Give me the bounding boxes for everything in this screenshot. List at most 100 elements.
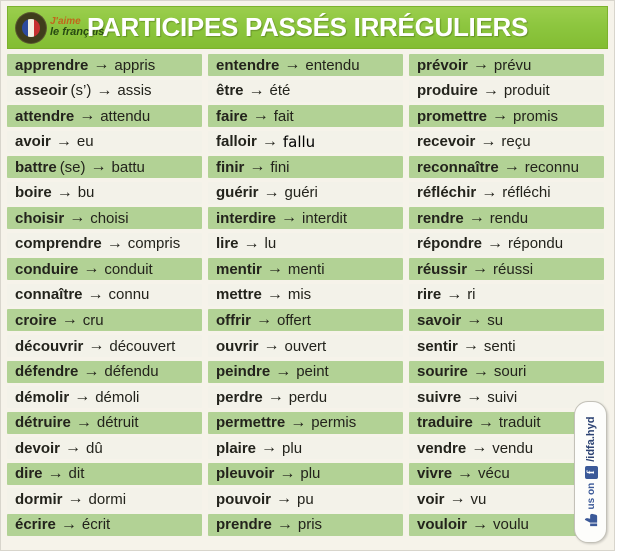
infinitive: boire [15,184,52,202]
verb-cell: vivre → vécu [409,462,604,485]
arrow-icon: → [281,209,298,227]
infinitive: ouvrir [216,337,259,355]
verb-cell: prendre → pris [208,513,403,536]
arrow-icon: → [279,464,296,482]
infinitive: sourire [417,363,468,381]
past-participle: fait [273,107,294,125]
table-row: devoir → dû plaire → plu vendre → vendu [7,437,604,460]
past-participle: détruit [96,414,139,432]
past-participle: réfléchi [502,184,551,202]
verb-cell: plaire → plu [208,437,403,460]
verb-cell: rire → ri [409,283,604,306]
arrow-icon: → [83,260,100,278]
verb-cell: battre (se) → battu [7,156,202,179]
arrow-icon: → [263,183,280,201]
past-participle: traduit [498,414,541,432]
past-participle: pris [297,516,323,534]
table-row: comprendre → compris lire → lu répondre → répond… [7,232,604,255]
past-participle: suivi [487,388,518,406]
infinitive: faire [216,107,248,125]
verb-cell: boire → bu [7,181,202,204]
infinitive: traduire [417,414,473,432]
infinitive: entendre [216,56,280,74]
infinitive: conduire [15,260,79,278]
arrow-icon: → [106,234,123,252]
infinitive: savoir [417,311,462,329]
table-row: battre (se) → battu finir → fini reconnaître → re… [7,156,604,179]
verb-cell: falloir → fallu [208,130,403,153]
arrow-icon: → [90,158,107,176]
past-participle: écrit [81,516,111,534]
facebook-badge[interactable]: us on f /idfa.hyd [574,401,607,543]
verb-cell: apprendre → appris [7,54,202,76]
past-participle: guéri [284,184,318,202]
infinitive: peindre [216,363,271,381]
arrow-icon: → [47,464,64,482]
past-participle: offert [277,311,311,329]
verb-cell: produire → produit [409,79,604,102]
arrow-icon: → [290,413,307,431]
table-row: découvrir → découvert ouvrir → ouvert sentir → s… [7,335,604,358]
infinitive: dormir [15,490,63,508]
infinitive: battre [15,158,57,176]
past-participle: démoli [95,388,140,406]
past-participle: dormi [88,490,127,508]
verb-cell: croire → cru [7,309,202,332]
arrow-icon: → [284,56,301,73]
infinitive: perdre [216,388,263,406]
logo-emblem-icon [16,13,46,43]
arrow-icon: → [88,337,105,355]
past-participle: plu [300,465,321,483]
past-participle: ri [467,286,476,304]
infinitive: prendre [216,516,272,534]
table-row: asseoir (s’) → assis être → été produire → produi… [7,79,604,102]
past-participle: dû [86,439,103,457]
infinitive: réfléchir [417,184,477,202]
arrow-icon: → [480,132,497,150]
verb-cell: comprendre → compris [7,232,202,255]
arrow-icon: → [74,388,91,406]
arrow-icon: → [261,439,278,457]
infinitive: rendre [417,209,464,227]
table-row: choisir → choisi interdire → interdit rendre → r… [7,207,604,230]
infinitive: suivre [417,388,462,406]
past-participle: connu [108,286,150,304]
infinitive: répondre [417,235,483,253]
verb-cell: prévoir → prévu [409,54,604,76]
verb-cell: pouvoir → pu [208,488,403,511]
verb-cell: vouloir → voulu [409,513,604,536]
arrow-icon: → [468,209,485,227]
infinitive: reconnaître [417,158,499,176]
arrow-icon: → [261,132,278,150]
verb-cell: découvrir → découvert [7,335,202,358]
verb-cell: conduire → conduit [7,258,202,281]
arrow-icon: → [67,490,84,508]
past-participle: attendu [100,107,151,125]
past-participle: voulu [493,516,529,534]
infinitive: détruire [15,414,71,432]
past-participle: compris [127,235,181,253]
verb-cell: attendre → attendu [7,105,202,128]
arrow-icon: → [243,234,260,252]
infinitive: attendre [15,107,75,125]
verb-cell: dormir → dormi [7,488,202,511]
verb-cell: asseoir (s’) → assis [7,79,202,102]
past-participle: plu [282,439,303,457]
verb-cell: être → été [208,79,403,102]
infinitive: défendre [15,363,79,381]
past-participle: promis [513,107,559,125]
past-participle: dit [68,465,85,483]
arrow-icon: → [472,56,489,73]
arrow-icon: → [472,515,489,533]
reflexive-note: (s’) [70,82,92,100]
table-row: dormir → dormi pouvoir → pu voir → vu [7,488,604,511]
infinitive: plaire [216,439,257,457]
logo-text-line2: le français [50,26,105,39]
infinitive: sentir [417,337,458,355]
verb-cell: avoir → eu [7,130,202,153]
arrow-icon: → [466,388,483,406]
arrow-icon: → [55,132,72,150]
verb-cell: faire → fait [208,105,403,128]
infinitive: pleuvoir [216,465,275,483]
